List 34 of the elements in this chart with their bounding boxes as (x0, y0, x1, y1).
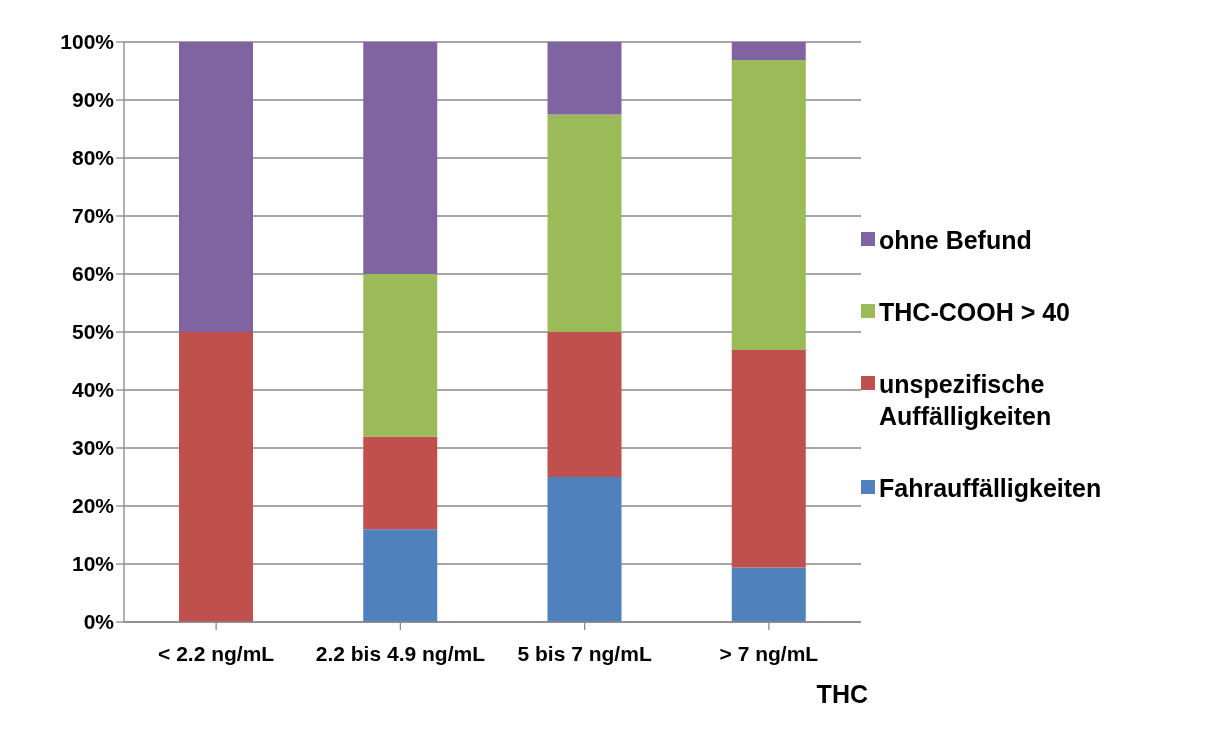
bar (731, 567, 806, 622)
bar (731, 42, 806, 60)
y-tick-label: 90% (71, 88, 115, 112)
y-tick-label: 80% (71, 146, 115, 170)
y-tick-label: 100% (60, 30, 115, 54)
bar (547, 114, 622, 332)
bar (363, 274, 438, 437)
y-tick-label: 10% (71, 552, 115, 576)
legend-label: THC-COOH > 40 (879, 297, 1071, 328)
bar (179, 42, 253, 332)
y-tick-label: 60% (71, 262, 115, 286)
x-tick-label: > 7 ng/mL (719, 641, 819, 665)
bar (547, 477, 622, 622)
x-tick-label: 2.2 bis 4.9 ng/mL (315, 641, 486, 665)
bar (731, 349, 806, 568)
bar (363, 529, 438, 622)
x-axis-title: THC (815, 680, 868, 709)
bar (179, 332, 253, 622)
legend-label: unspezifische Auffälligkeiten (879, 369, 1053, 432)
y-tick-label: 30% (71, 436, 115, 460)
bar (547, 332, 622, 477)
y-tick-label: 40% (71, 378, 115, 402)
legend-label: Fahrauffälligkeiten (879, 473, 1103, 504)
y-tick-label: 20% (71, 494, 115, 518)
bar (731, 59, 806, 350)
bar (547, 42, 622, 115)
x-tick-label: 5 bis 7 ng/mL (517, 641, 652, 665)
y-tick-label: 50% (71, 320, 115, 344)
bar (363, 42, 438, 274)
bar (363, 436, 438, 530)
y-tick-label: 0% (83, 610, 115, 634)
legend-label: ohne Befund (879, 225, 1033, 256)
y-tick-label: 70% (71, 204, 115, 228)
x-tick-label: < 2.2 ng/mL (158, 641, 275, 665)
